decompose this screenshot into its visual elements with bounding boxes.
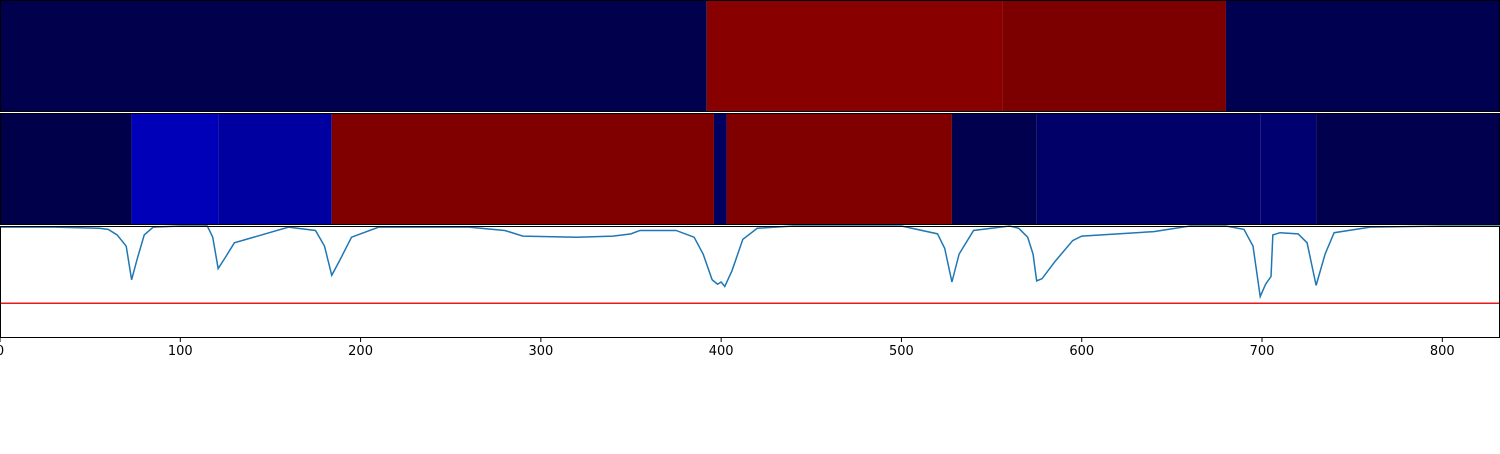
heatmap-cell — [706, 0, 1003, 112]
x-tick-label: 600 — [1069, 344, 1094, 359]
heatmap-cell — [1002, 0, 1226, 112]
panel-frame — [0, 226, 1500, 338]
heatmap-cell — [1316, 113, 1500, 225]
x-tick-label: 500 — [889, 344, 914, 359]
heatmap-cell — [1225, 0, 1500, 112]
heatmap-cell — [331, 113, 714, 225]
heatmap-cell — [1036, 113, 1261, 225]
heatmap-cell — [0, 113, 132, 225]
x-tick-label: 800 — [1430, 344, 1455, 359]
x-tick-label: 300 — [528, 344, 553, 359]
heatmap-cell — [713, 113, 727, 225]
heatmap-cell — [951, 113, 1037, 225]
x-tick-label: 0 — [0, 344, 4, 359]
x-tick-label: 100 — [168, 344, 193, 359]
heatmap-cell — [0, 0, 707, 112]
heatmap-cell — [1260, 113, 1317, 225]
x-tick-label: 700 — [1250, 344, 1275, 359]
heatmap-cell — [218, 113, 332, 225]
x-tick-label: 400 — [709, 344, 734, 359]
data-line — [0, 225, 1500, 300]
x-tick-label: 200 — [348, 344, 373, 359]
heatmap-cell — [131, 113, 219, 225]
heatmap-cell — [726, 113, 952, 225]
